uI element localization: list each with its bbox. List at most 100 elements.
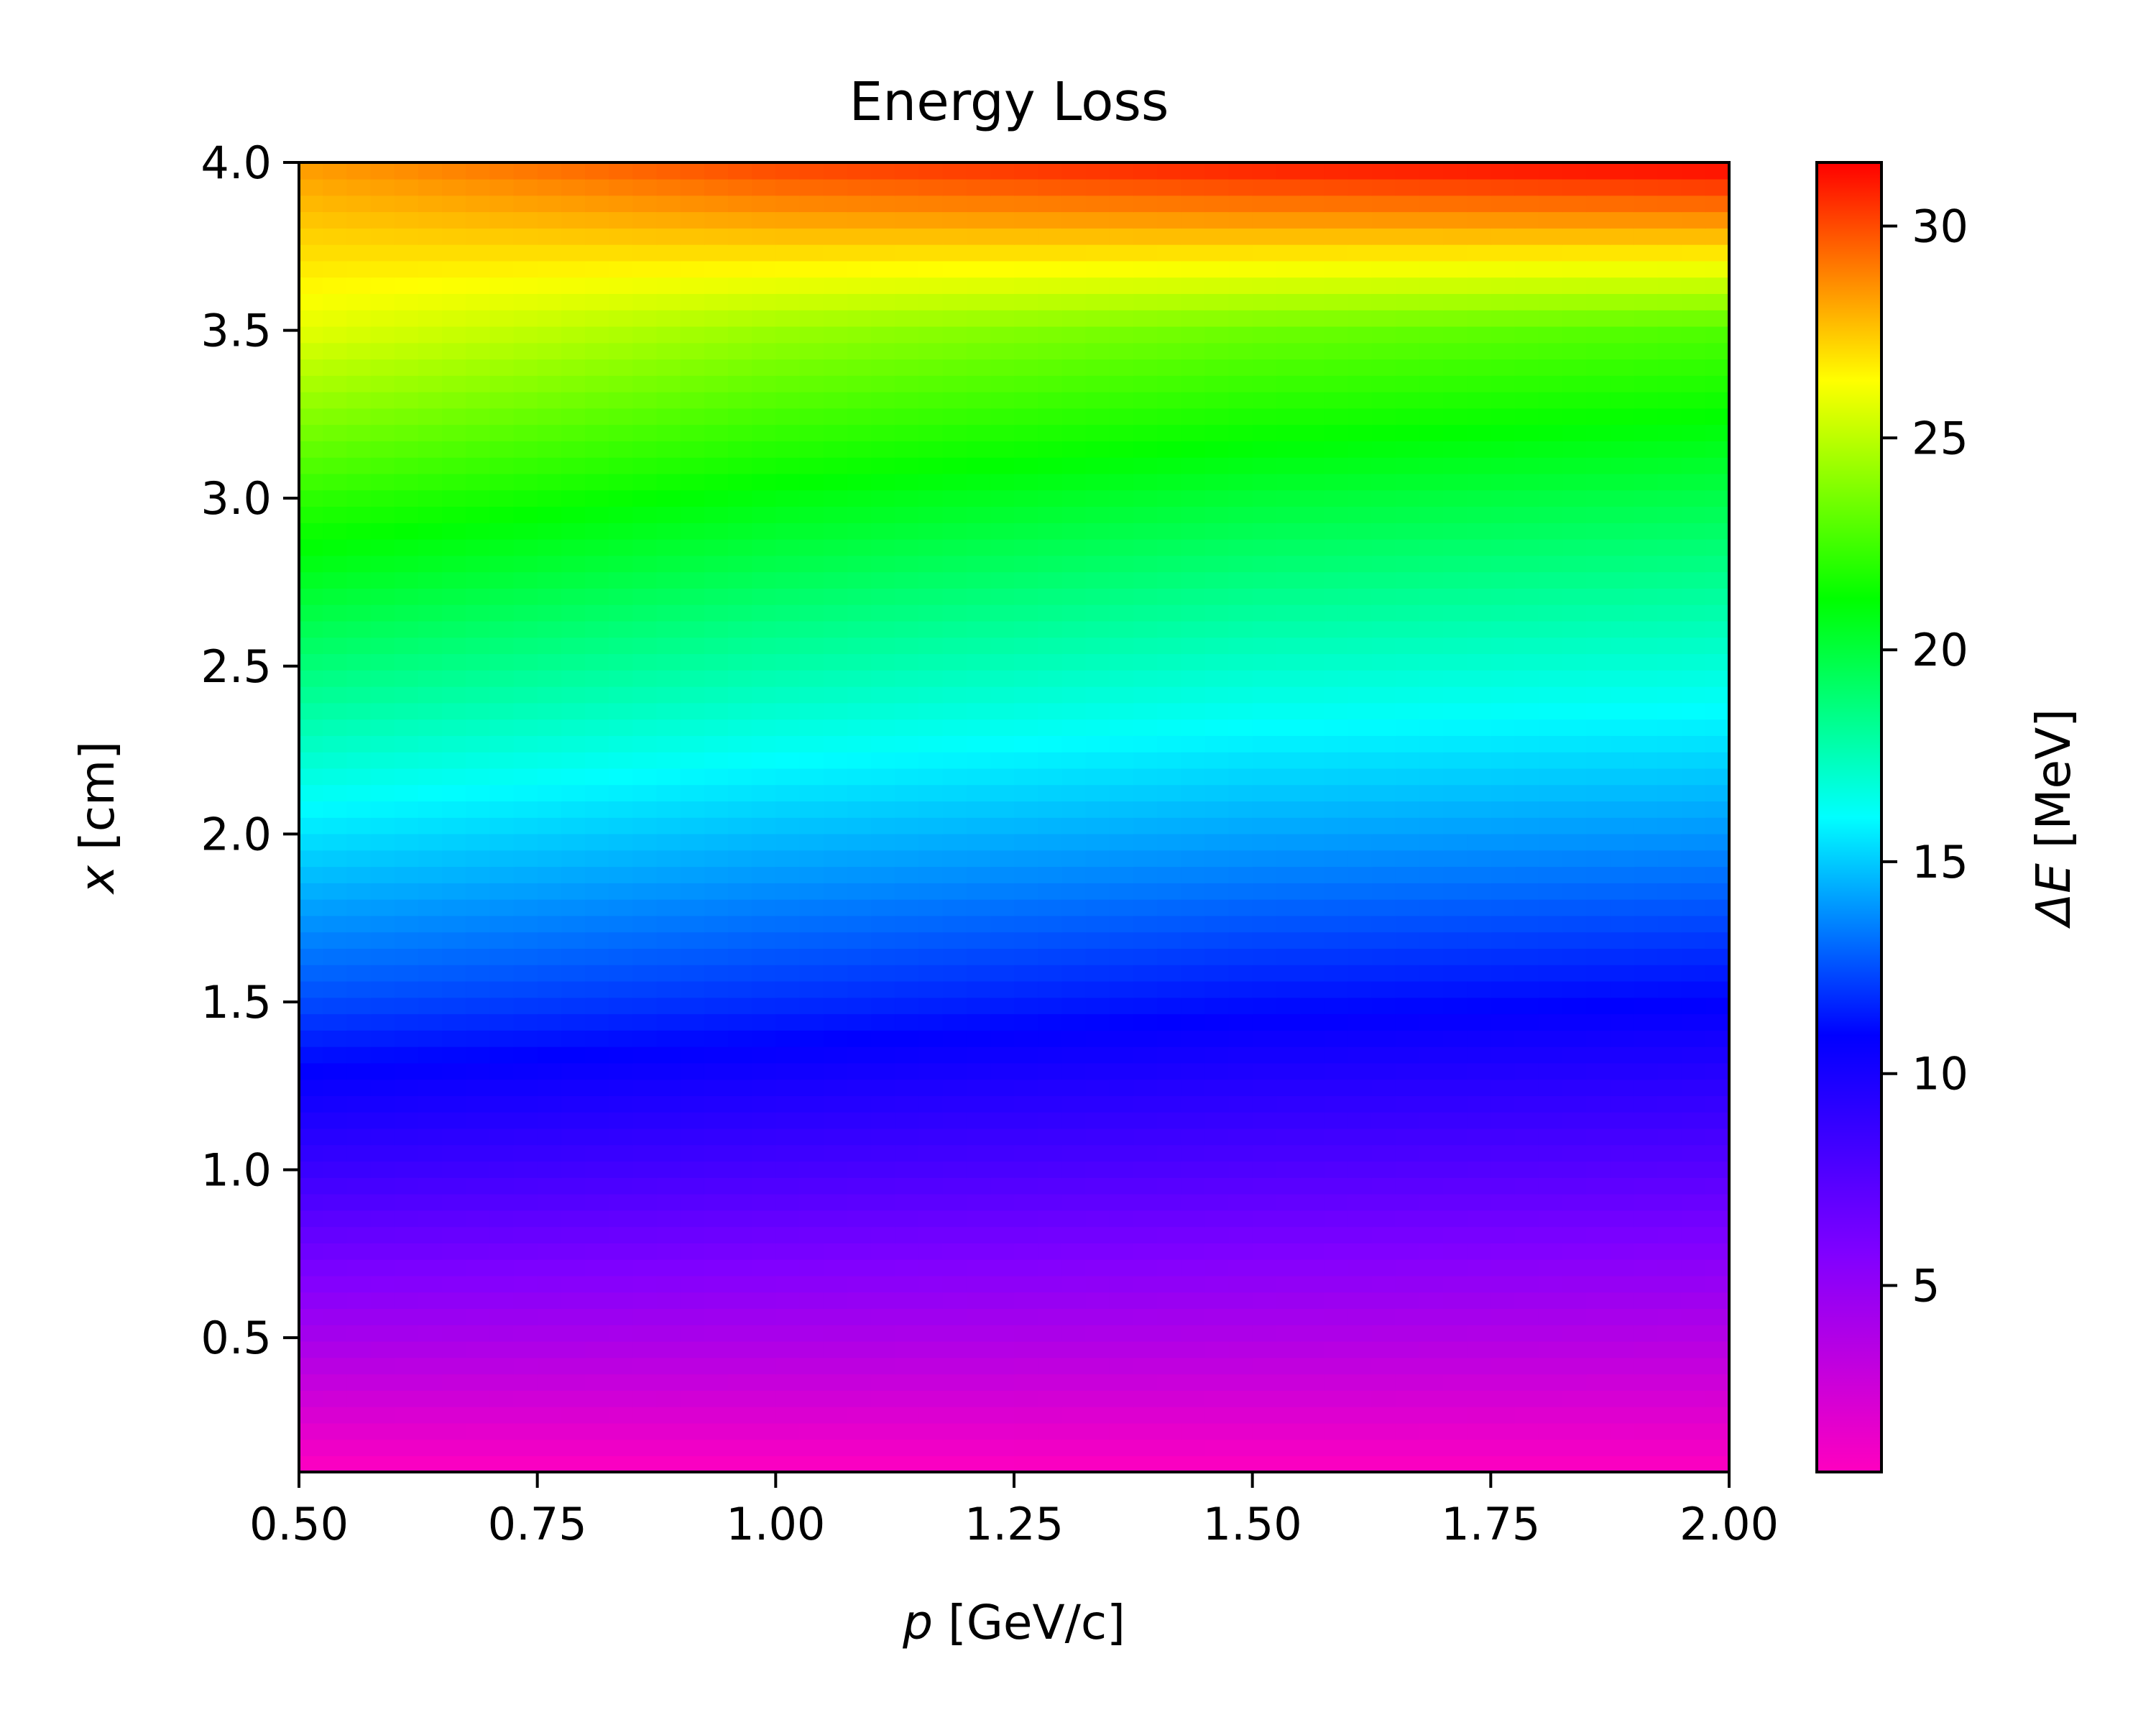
heatmap-cell [1491,964,1516,982]
heatmap-cell [1157,883,1181,900]
heatmap-cell [370,1325,395,1342]
heatmap-cell [775,359,801,376]
heatmap-cell [1348,719,1373,736]
heatmap-cell [918,1243,944,1260]
heatmap-cell [418,260,443,278]
heatmap-cell [1085,980,1110,998]
heatmap-cell [704,293,729,310]
heatmap-cell [656,833,681,851]
heatmap-cell [418,1095,443,1113]
heatmap-cell [1276,391,1301,409]
heatmap-cell [1109,997,1134,1015]
heatmap-cell [1657,801,1682,818]
heatmap-cell [418,424,443,441]
heatmap-cell [489,1390,515,1407]
heatmap-cell [299,456,323,474]
heatmap-cell [323,359,348,376]
heatmap-cell [1634,1275,1659,1293]
heatmap-cell [442,342,466,360]
heatmap-cell [871,751,895,769]
heatmap-cell [1085,883,1110,900]
heatmap-cell [918,277,944,294]
heatmap-cell [704,489,729,507]
heatmap-cell [442,178,466,196]
heatmap-cell [1610,883,1635,900]
heatmap-cell [1300,342,1325,360]
heatmap-cell [1538,1030,1563,1047]
heatmap-cell [966,359,991,376]
heatmap-cell [990,1259,1015,1276]
heatmap-cell [1157,359,1181,376]
heatmap-cell [1681,178,1706,196]
heatmap-cell [1681,1161,1706,1178]
heatmap-cell [1348,408,1373,426]
heatmap-cell [1634,375,1659,392]
heatmap-cell [1348,1325,1373,1342]
heatmap-cell [799,1374,824,1391]
heatmap-cell [1419,833,1444,851]
heatmap-cell [323,1292,348,1310]
heatmap-cell [489,473,515,491]
heatmap-cell [537,391,562,409]
heatmap-cell [1467,735,1492,753]
heatmap-cell [489,686,515,704]
heatmap-cell [895,1406,920,1424]
heatmap-cell [1705,211,1730,229]
heatmap-cell [1038,1046,1063,1064]
heatmap-cell [466,898,491,916]
heatmap-cell [1038,653,1063,671]
heatmap-cell [918,162,944,180]
heatmap-cell [1705,948,1730,965]
heatmap-cell [632,883,658,900]
heatmap-cell [346,260,372,278]
heatmap-cell [1395,1308,1420,1325]
heatmap-cell [1371,1340,1396,1358]
heatmap-cell [1228,1292,1253,1310]
heatmap-cell [1228,228,1253,245]
heatmap-cell [346,980,372,998]
heatmap-cell [585,637,609,655]
heatmap-cell [1324,801,1349,818]
heatmap-cell [704,1340,729,1358]
heatmap-cell [323,719,348,736]
heatmap-cell [1204,408,1230,426]
heatmap-cell [537,1062,562,1080]
x-tick-label: 1.50 [1203,1498,1302,1550]
colorbar-tick-label: 30 [1912,200,1968,252]
heatmap-cell [561,932,586,949]
heatmap-cell [704,883,729,900]
heatmap-cell [632,1193,658,1211]
heatmap-cell [1109,817,1134,834]
heatmap-cell [1467,441,1492,458]
heatmap-cell [561,260,586,278]
heatmap-cell [1204,260,1230,278]
heatmap-cell [1491,883,1516,900]
heatmap-cell [1586,1308,1611,1325]
heatmap-cell [1538,702,1563,720]
heatmap-cell [966,1046,991,1064]
heatmap-cell [1610,1439,1635,1457]
heatmap-cell [1586,506,1611,523]
heatmap-cell [1085,555,1110,573]
heatmap-cell [1157,195,1181,213]
heatmap-cell [489,1128,515,1146]
heatmap-cell [847,293,872,310]
heatmap-cell [704,702,729,720]
heatmap-cell [966,1095,991,1113]
heatmap-cell [1324,1259,1349,1276]
heatmap-cell [1419,964,1444,982]
heatmap-cell [1014,1046,1038,1064]
heatmap-cell [394,178,419,196]
heatmap-cell [918,588,944,605]
heatmap-cell [1085,571,1110,589]
heatmap-cell [346,653,372,671]
heatmap-cell [1348,489,1373,507]
heatmap-cell [656,244,681,262]
heatmap-cell [799,670,824,687]
heatmap-cell [799,620,824,638]
heatmap-cell [966,1226,991,1243]
heatmap-cell [895,1030,920,1047]
heatmap-cell [752,588,777,605]
heatmap-cell [775,1390,801,1407]
heatmap-cell [1228,653,1253,671]
